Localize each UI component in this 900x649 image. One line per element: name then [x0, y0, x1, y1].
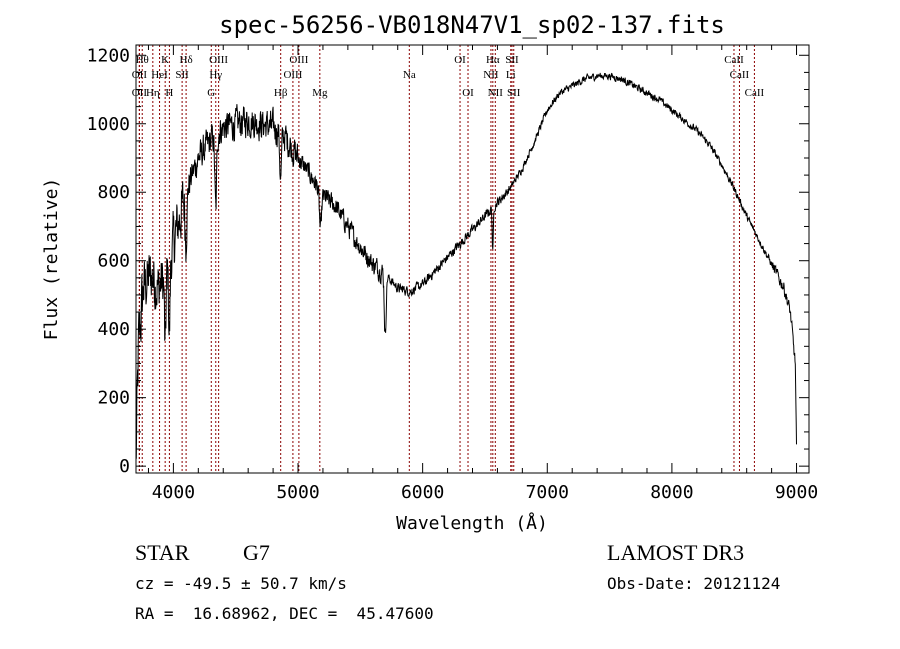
spectral-line-label: HeI — [151, 69, 168, 81]
spectral-line-labels: HθOIIOIIHηHeIKHSIIHδGHγOIIIHβOIIIOIIIMgN… — [132, 54, 765, 99]
survey-name: LAMOST DR3 — [607, 540, 744, 565]
y-axis-ticks: 0 200 400 600 800 1000 1200 — [87, 45, 809, 477]
spectral-line-label: Hη — [146, 87, 160, 99]
spectral-line-label: H — [165, 87, 173, 99]
spectral-line-label: Hβ — [274, 87, 288, 99]
spectral-line-markers — [138, 45, 755, 473]
spectral-line-label: K — [161, 54, 169, 66]
object-class: STAR — [135, 540, 190, 565]
x-tick-label: 9000 — [775, 482, 818, 503]
spectrum-line — [135, 72, 797, 459]
y-tick-label: 800 — [97, 182, 130, 203]
redshift-value: cz = -49.5 ± 50.7 km/s — [135, 574, 347, 593]
coordinates: RA = 16.68962, DEC = 45.47600 — [135, 604, 434, 623]
spectral-line-label: OIII — [283, 69, 302, 81]
y-tick-label: 0 — [119, 456, 130, 477]
y-tick-label: 600 — [97, 251, 130, 272]
spectral-line-label: CaII — [730, 69, 750, 81]
spectral-line-label: SII — [505, 54, 519, 66]
spectral-line-label: Hγ — [209, 69, 222, 81]
spectral-line-label: Hθ — [136, 54, 149, 66]
observation-date: Obs-Date: 20121124 — [607, 574, 780, 593]
x-tick-label: 7000 — [526, 482, 569, 503]
object-subclass: G7 — [243, 540, 270, 565]
x-axis-label: Wavelength (Å) — [396, 512, 548, 534]
spectral-line-label: Mg — [312, 87, 328, 99]
spectral-line-label: SII — [175, 69, 189, 81]
y-tick-label: 1200 — [87, 45, 130, 66]
spectral-line-label: CaII — [724, 54, 744, 66]
spectral-line-label: CaII — [745, 87, 765, 99]
y-tick-label: 400 — [97, 319, 130, 340]
y-tick-label: 200 — [97, 388, 130, 409]
x-tick-label: 8000 — [650, 482, 693, 503]
y-axis-label: Flux (relative) — [41, 178, 62, 341]
x-tick-label: 5000 — [276, 482, 319, 503]
spectral-line-label: OI — [454, 54, 466, 66]
spectral-line-label: OIII — [209, 54, 228, 66]
spectral-line-label: Hδ — [180, 54, 193, 66]
spectral-line-label: OIII — [289, 54, 308, 66]
x-tick-label: 6000 — [401, 482, 444, 503]
spectral-line-label: NII — [488, 87, 504, 99]
y-tick-label: 1000 — [87, 114, 130, 135]
spectral-line-label: NII — [483, 69, 499, 81]
spectral-line-label: OII — [132, 69, 148, 81]
x-tick-label: 4000 — [152, 482, 195, 503]
chart-title: spec-56256-VB018N47V1_sp02-137.fits — [219, 11, 725, 39]
spectral-line-label: Na — [403, 69, 416, 81]
spectral-line-label: SII — [507, 87, 521, 99]
spectral-line-label: Li — [506, 69, 516, 81]
spectral-line-label: Hα — [486, 54, 500, 66]
x-axis-ticks: 4000 5000 6000 7000 8000 9000 — [147, 45, 818, 503]
spectral-line-label: OI — [462, 87, 474, 99]
spectral-line-label: G — [207, 87, 215, 99]
